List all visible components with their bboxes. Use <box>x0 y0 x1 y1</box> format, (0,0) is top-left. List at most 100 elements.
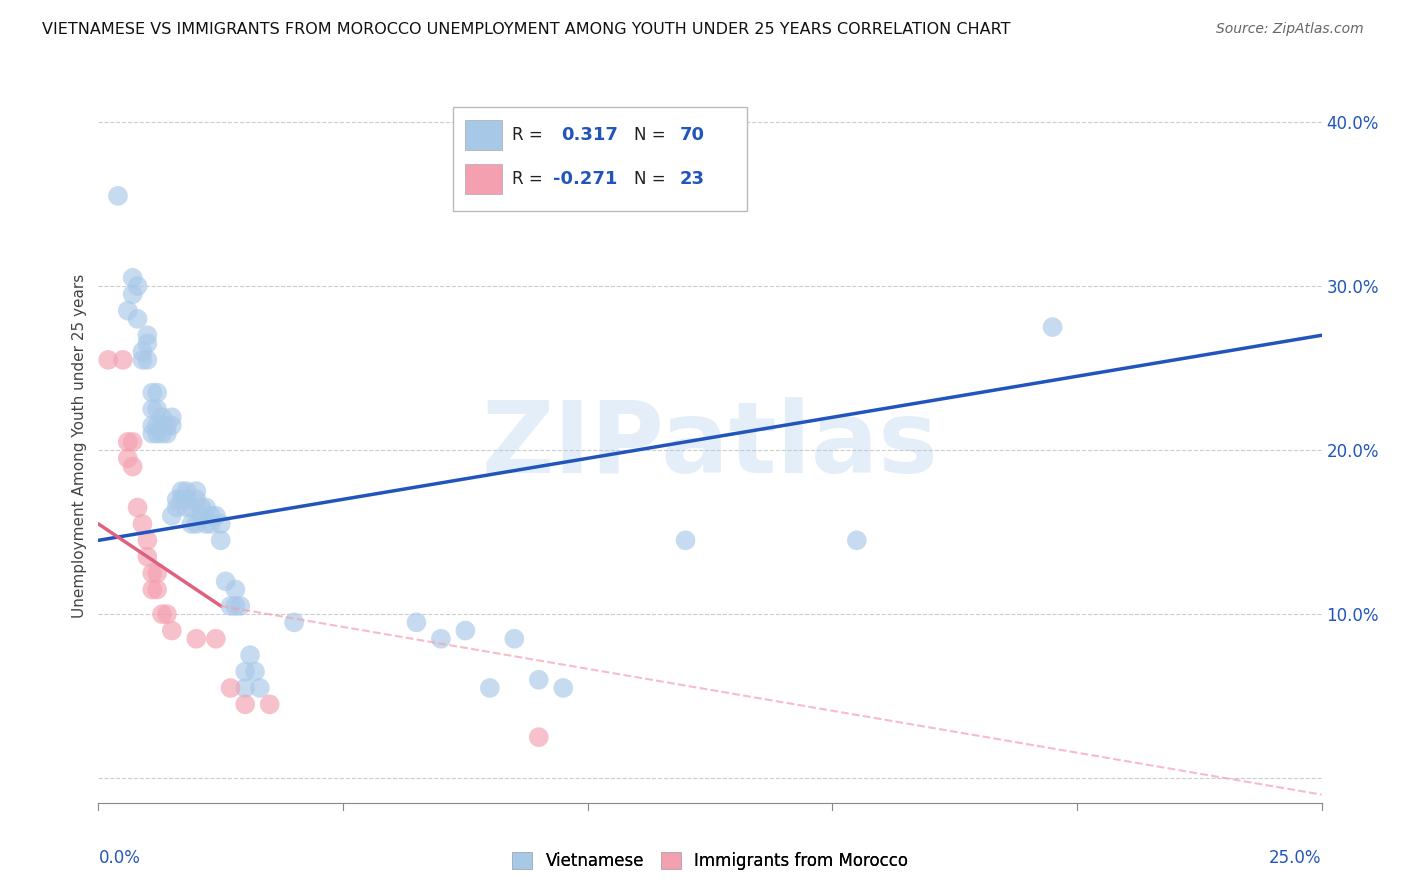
Point <box>136 336 159 351</box>
Text: 0.317: 0.317 <box>561 126 617 144</box>
Point <box>156 426 179 441</box>
Point <box>405 615 427 630</box>
FancyBboxPatch shape <box>465 120 502 150</box>
Point <box>141 426 163 441</box>
Point <box>259 698 281 712</box>
Point <box>478 681 501 695</box>
Point <box>146 426 169 441</box>
Text: Source: ZipAtlas.com: Source: ZipAtlas.com <box>1216 22 1364 37</box>
Point <box>200 508 222 523</box>
Point <box>150 607 173 622</box>
Point <box>195 516 218 531</box>
FancyBboxPatch shape <box>465 164 502 194</box>
Point <box>146 402 169 417</box>
Point <box>200 516 222 531</box>
Point <box>160 410 183 425</box>
Point <box>190 508 212 523</box>
Y-axis label: Unemployment Among Youth under 25 years: Unemployment Among Youth under 25 years <box>72 274 87 618</box>
Point <box>131 352 153 367</box>
Point <box>219 599 242 613</box>
Point <box>156 607 179 622</box>
Point <box>150 418 173 433</box>
Point <box>239 648 262 662</box>
Point <box>146 385 169 400</box>
Point <box>233 698 256 712</box>
Point <box>553 681 575 695</box>
Text: R =: R = <box>512 170 543 188</box>
Point <box>117 434 139 449</box>
Point <box>166 492 188 507</box>
Point <box>111 352 134 367</box>
Point <box>141 385 163 400</box>
Point <box>224 582 246 597</box>
Point <box>127 279 149 293</box>
Point <box>141 582 163 597</box>
Point <box>146 418 169 433</box>
Text: 0.0%: 0.0% <box>98 848 141 867</box>
Text: N =: N = <box>634 170 666 188</box>
Point <box>131 344 153 359</box>
Point <box>1042 320 1064 334</box>
Point <box>675 533 697 548</box>
Point <box>136 549 159 564</box>
Point <box>136 328 159 343</box>
Point <box>229 599 252 613</box>
Point <box>170 492 193 507</box>
Point <box>224 599 246 613</box>
Point <box>209 533 232 548</box>
Point <box>205 632 228 646</box>
Point <box>136 352 159 367</box>
Point <box>121 434 143 449</box>
Point <box>141 418 163 433</box>
Point <box>107 189 129 203</box>
Point <box>180 500 202 515</box>
Point <box>283 615 305 630</box>
Point <box>160 624 183 638</box>
Text: R =: R = <box>512 126 543 144</box>
Point <box>219 681 242 695</box>
Point <box>141 402 163 417</box>
Point <box>97 352 120 367</box>
Point <box>127 500 149 515</box>
Point <box>160 508 183 523</box>
Point <box>186 516 208 531</box>
Point <box>117 451 139 466</box>
Point <box>233 665 256 679</box>
Point <box>170 484 193 499</box>
Point <box>233 681 256 695</box>
Point <box>209 516 232 531</box>
Point <box>146 566 169 581</box>
Point <box>131 516 153 531</box>
Text: 70: 70 <box>679 126 704 144</box>
Point <box>166 500 188 515</box>
Point <box>156 418 179 433</box>
Text: 23: 23 <box>679 170 704 188</box>
Point <box>160 418 183 433</box>
Text: 25.0%: 25.0% <box>1270 848 1322 867</box>
Point <box>141 566 163 581</box>
Point <box>190 500 212 515</box>
Point <box>527 730 550 744</box>
Point <box>243 665 266 679</box>
Point <box>121 287 143 301</box>
Text: -0.271: -0.271 <box>554 170 617 188</box>
Point <box>146 582 169 597</box>
Point <box>205 508 228 523</box>
Point <box>186 492 208 507</box>
Text: ZIPatlas: ZIPatlas <box>482 398 938 494</box>
Point <box>150 426 173 441</box>
Text: VIETNAMESE VS IMMIGRANTS FROM MOROCCO UNEMPLOYMENT AMONG YOUTH UNDER 25 YEARS CO: VIETNAMESE VS IMMIGRANTS FROM MOROCCO UN… <box>42 22 1011 37</box>
Point <box>430 632 453 646</box>
Point <box>136 533 159 548</box>
Point <box>454 624 477 638</box>
Point <box>214 574 236 589</box>
Point <box>503 632 526 646</box>
Point <box>176 492 198 507</box>
Point <box>176 500 198 515</box>
Point <box>150 410 173 425</box>
Point <box>121 270 143 285</box>
Point <box>845 533 868 548</box>
Point <box>249 681 271 695</box>
Point <box>186 484 208 499</box>
Point <box>186 632 208 646</box>
